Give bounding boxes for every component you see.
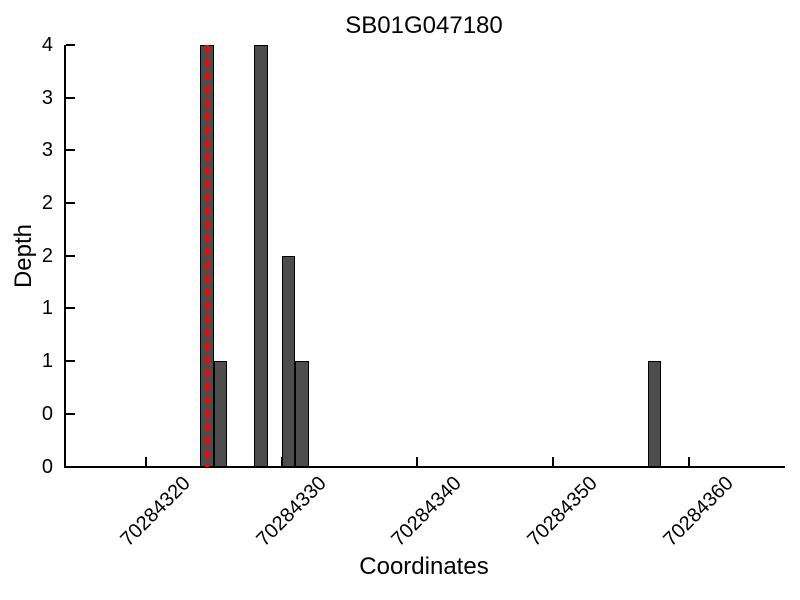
y-tick-label: 4: [41, 34, 53, 56]
y-tick-mark: [65, 412, 75, 415]
y-tick-mark: [65, 465, 75, 468]
x-tick-label: 70284350: [523, 472, 602, 551]
y-tick-label: 2: [41, 192, 53, 215]
y-tick-label: 1: [41, 350, 53, 373]
y-tick-label: 3: [41, 86, 53, 109]
y-tick-mark: [65, 360, 75, 363]
y-tick-mark: [65, 254, 75, 257]
x-axis-spine: [63, 465, 785, 468]
y-tick-mark: [65, 149, 75, 152]
x-tick-mark: [551, 457, 554, 466]
y-tick-label: 0: [41, 455, 53, 478]
x-tick-mark: [687, 457, 690, 466]
depth-bar: [295, 361, 309, 467]
y-tick-mark: [65, 44, 75, 46]
marker-dashed-line: [204, 45, 209, 467]
x-tick-mark: [144, 457, 147, 466]
depth-bar: [281, 255, 296, 467]
y-tick-label: 0: [41, 402, 53, 425]
x-tick-mark: [416, 457, 419, 466]
y-tick-label: 2: [41, 244, 53, 267]
x-tick-label: 70284330: [251, 472, 331, 551]
y-tick-mark: [65, 307, 75, 310]
x-axis-label: Coordinates: [359, 553, 489, 580]
x-tick-label: 70284340: [387, 472, 467, 551]
chart-title: SB01G047180: [345, 12, 503, 39]
x-tick-label: 70284360: [658, 472, 738, 551]
y-tick-label: 1: [41, 297, 53, 320]
y-axis-spine: [63, 45, 66, 468]
y-tick-label: 3: [41, 139, 53, 162]
y-tick-mark: [65, 96, 75, 99]
y-tick-mark: [65, 202, 75, 205]
depth-bar: [254, 45, 268, 467]
x-tick-label: 70284320: [116, 472, 195, 551]
depth-bar: [647, 361, 662, 467]
depth-bar: [213, 361, 228, 467]
